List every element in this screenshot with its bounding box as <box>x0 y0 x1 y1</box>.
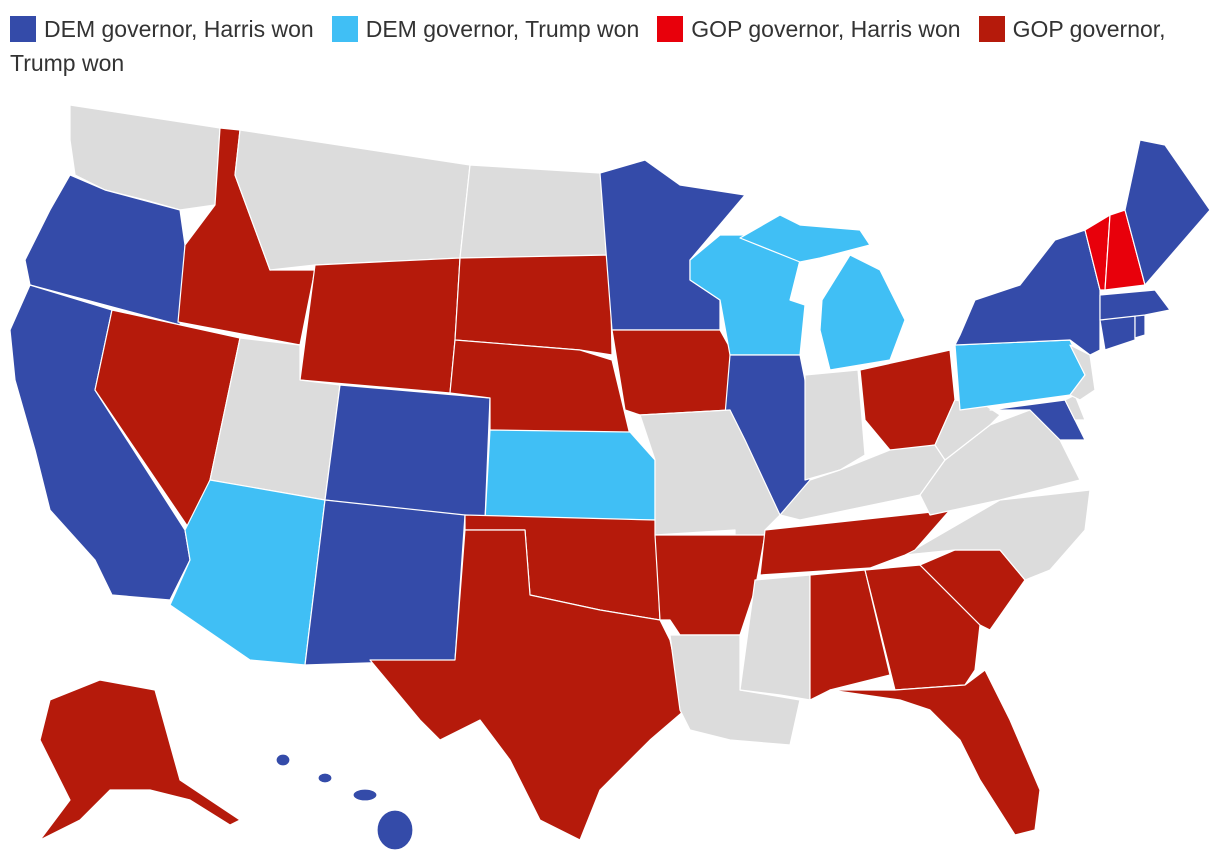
legend-label: DEM governor, Trump won <box>365 16 640 42</box>
state <box>369 529 686 841</box>
state <box>376 809 414 851</box>
legend: DEM governor, Harris won DEM governor, Tr… <box>10 12 1210 80</box>
state <box>1134 314 1146 339</box>
state <box>317 772 333 784</box>
state <box>1099 289 1171 321</box>
legend-item: DEM governor, Harris won <box>10 16 314 42</box>
legend-item: DEM governor, Trump won <box>331 16 640 42</box>
legend-swatch <box>10 16 36 42</box>
state <box>275 753 291 767</box>
legend-label: GOP governor, Trump won <box>10 16 1166 76</box>
state <box>454 254 613 356</box>
state <box>234 129 471 271</box>
legend-label: DEM governor, Harris won <box>44 16 314 42</box>
state <box>819 254 906 371</box>
legend-swatch <box>978 16 1005 42</box>
state <box>484 429 656 521</box>
state <box>39 679 241 841</box>
state <box>904 489 1091 581</box>
state <box>804 369 866 481</box>
state <box>304 499 466 666</box>
legend-item: GOP governor, Trump won <box>10 16 1166 76</box>
state <box>669 634 801 746</box>
state <box>459 164 611 259</box>
state <box>1124 139 1211 286</box>
state <box>352 788 378 802</box>
state <box>654 534 766 636</box>
state <box>299 257 461 394</box>
legend-swatch <box>331 16 358 42</box>
state <box>954 229 1101 356</box>
state <box>829 669 1041 836</box>
state <box>809 569 891 701</box>
legend-label: GOP governor, Harris won <box>691 16 961 42</box>
state <box>934 399 1001 461</box>
state <box>324 384 491 521</box>
legend-item: GOP governor, Harris won <box>657 16 961 42</box>
state <box>1099 314 1136 351</box>
state <box>739 574 811 701</box>
legend-swatch <box>657 16 684 42</box>
state <box>611 329 746 416</box>
state <box>739 214 871 263</box>
state <box>1064 394 1086 421</box>
